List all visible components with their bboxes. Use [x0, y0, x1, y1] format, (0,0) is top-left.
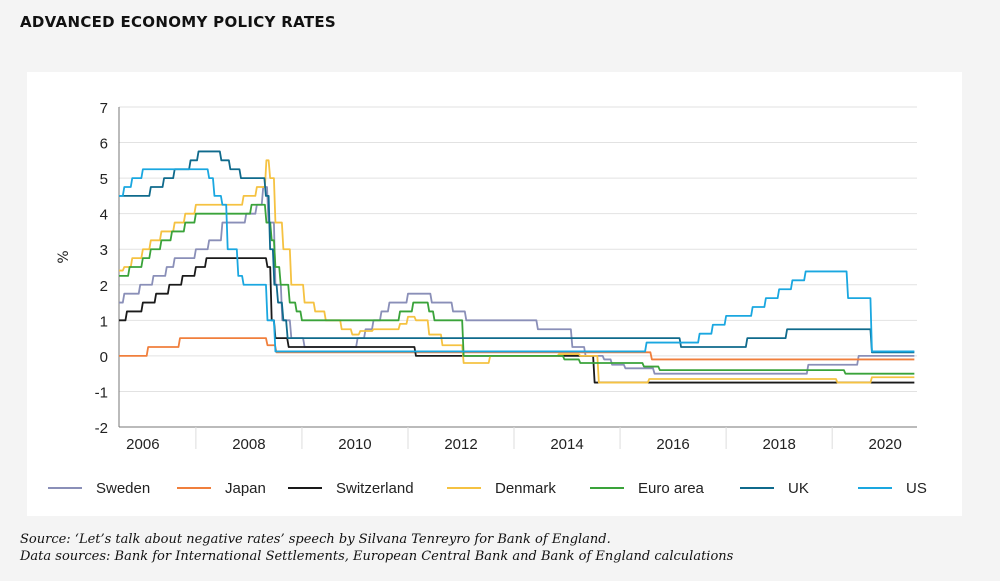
legend-label: US	[906, 480, 927, 497]
y-tick-label: 7	[100, 100, 108, 117]
series-line-euro-area	[119, 203, 915, 375]
series-line-us	[119, 168, 915, 353]
x-tick-label: 2016	[656, 436, 689, 453]
legend-label: Denmark	[495, 480, 556, 497]
y-tick-label: 0	[100, 349, 108, 366]
y-tick-label: 3	[100, 242, 108, 259]
x-tick-label: 2018	[762, 436, 795, 453]
chart-panel	[27, 72, 962, 516]
series-line-uk	[119, 150, 915, 354]
series-line-japan	[119, 337, 915, 361]
data-sources-note: Data sources: Bank for International Set…	[20, 549, 734, 564]
legend-label: Japan	[225, 480, 266, 497]
legend-label: UK	[788, 480, 809, 497]
y-tick-label: 6	[100, 136, 108, 153]
y-tick-label: 1	[100, 313, 108, 330]
y-tick-label: 4	[100, 207, 108, 224]
y-tick-label: 5	[100, 171, 108, 188]
y-tick-label: -1	[95, 384, 108, 401]
x-tick-label: 2020	[868, 436, 901, 453]
y-tick-label: 2	[100, 278, 108, 295]
legend-label: Switzerland	[336, 480, 414, 497]
chart-title: ADVANCED ECONOMY POLICY RATES	[20, 13, 337, 31]
x-tick-label: 2008	[232, 436, 265, 453]
y-axis-label: %	[56, 250, 72, 263]
x-tick-label: 2012	[444, 436, 477, 453]
x-tick-label: 2006	[126, 436, 159, 453]
series-line-switzerland	[119, 257, 915, 384]
legend-label: Euro area	[638, 480, 705, 497]
legend-label: Sweden	[96, 480, 150, 497]
source-note: Source: ‘Let’s talk about negative rates…	[20, 532, 611, 547]
x-tick-label: 2014	[550, 436, 583, 453]
y-tick-label: -2	[95, 420, 108, 437]
x-tick-label: 2010	[338, 436, 371, 453]
